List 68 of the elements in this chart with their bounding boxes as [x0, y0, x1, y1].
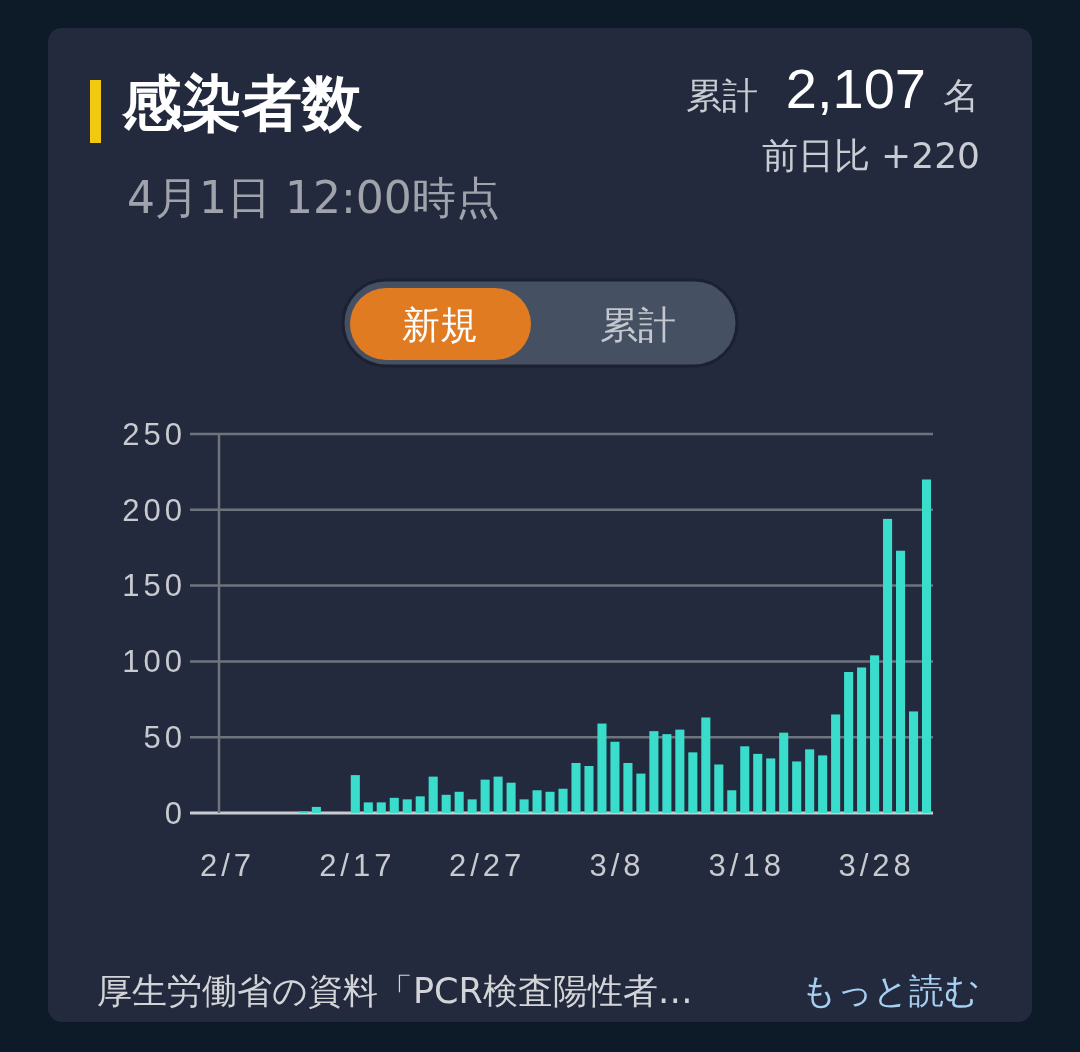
bar — [805, 749, 815, 813]
chart-title: 感染者数 — [121, 68, 363, 138]
bar — [740, 746, 750, 813]
bar — [467, 799, 477, 813]
bar — [844, 672, 854, 813]
y-tick-label: 150 — [122, 568, 186, 604]
bar — [506, 782, 516, 813]
bar — [792, 761, 802, 813]
x-tick-label: 2/27 — [448, 848, 526, 883]
bar — [857, 667, 867, 813]
bar — [415, 796, 425, 813]
bar — [688, 752, 698, 813]
bar — [636, 773, 646, 813]
x-tick-label: 3/8 — [589, 848, 645, 883]
bar — [376, 802, 386, 813]
text: 累計 — [686, 75, 758, 116]
y-tick-label: 100 — [122, 644, 186, 680]
bar — [584, 766, 594, 813]
bar — [532, 790, 542, 813]
bar — [558, 788, 568, 813]
bar — [921, 479, 932, 813]
bar — [454, 791, 464, 813]
bar — [480, 779, 490, 813]
y-tick-label: 250 — [122, 416, 186, 452]
text: 新規 — [402, 303, 478, 347]
bar — [896, 550, 906, 813]
bar — [727, 790, 737, 813]
bar — [831, 714, 841, 813]
y-tick-label: 50 — [143, 720, 186, 756]
bar — [571, 762, 581, 813]
bar — [402, 799, 412, 813]
bar — [870, 655, 880, 813]
bar — [545, 791, 555, 813]
bar — [493, 776, 503, 813]
bar — [389, 797, 399, 813]
bar — [623, 762, 633, 813]
x-tick-label: 2/7 — [199, 848, 256, 883]
text: 累計 — [600, 303, 676, 347]
y-tick-label: 0 — [164, 795, 186, 831]
chart-subtitle: 4月1日 12:00時点 — [127, 172, 500, 223]
bar — [350, 775, 360, 813]
bar — [311, 806, 321, 813]
bar — [662, 734, 672, 813]
bar — [714, 764, 724, 813]
text: 前日比 +220 — [761, 135, 980, 176]
bar — [428, 776, 438, 813]
bar — [818, 755, 828, 813]
bar — [441, 794, 451, 813]
bar — [908, 711, 919, 813]
text: 厚生労働省の資料「PCR検査陽性者… — [97, 971, 693, 1011]
bar — [779, 732, 789, 813]
y-tick-label: 200 — [122, 492, 186, 528]
bar — [753, 753, 763, 813]
bar — [701, 717, 711, 813]
x-tick-label: 3/18 — [708, 848, 785, 883]
bar — [363, 802, 373, 813]
text: 名 — [943, 75, 979, 116]
bar — [883, 518, 893, 813]
x-tick-label: 2/17 — [319, 848, 396, 883]
bar — [597, 723, 607, 813]
bar — [675, 729, 685, 813]
bar — [610, 741, 620, 813]
bar — [766, 758, 776, 813]
text: もっと読む — [801, 971, 980, 1011]
bar — [649, 731, 659, 813]
text: 2,107 — [785, 57, 926, 120]
bar — [519, 799, 529, 813]
x-tick-label: 3/28 — [838, 848, 915, 883]
